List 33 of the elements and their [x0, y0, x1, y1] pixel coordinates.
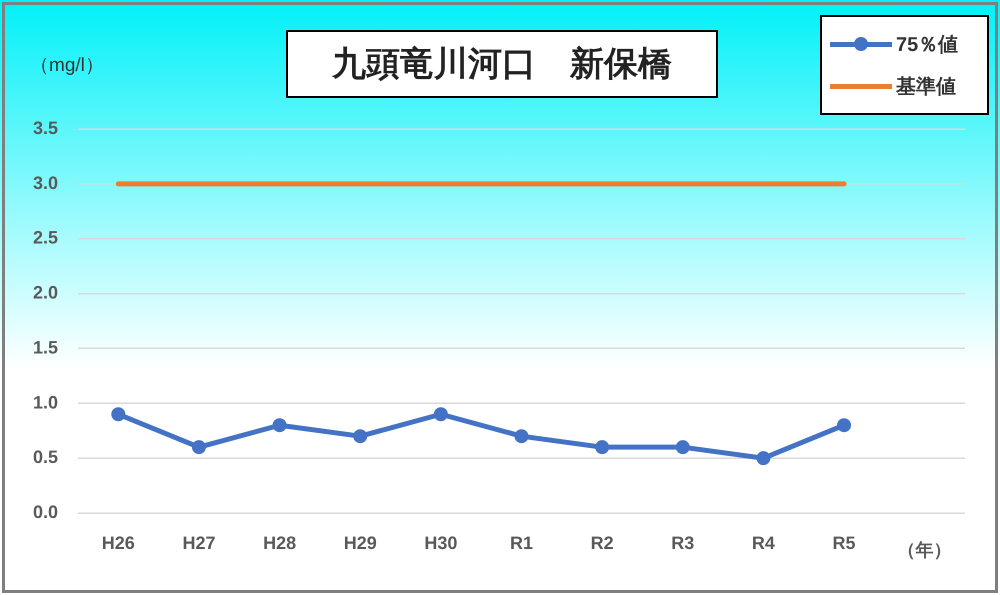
point — [192, 440, 206, 454]
point — [272, 418, 287, 432]
point — [676, 440, 690, 454]
y-tick-label: 3.0 — [32, 172, 58, 193]
y-tick-label: 3.5 — [32, 118, 58, 138]
x-tick-label: H30 — [424, 532, 458, 553]
point — [353, 429, 368, 444]
point — [514, 429, 528, 444]
point — [756, 451, 770, 466]
x-tick-label: H26 — [102, 532, 135, 553]
x-tick-label: R4 — [752, 532, 775, 553]
y-tick-label: 0.5 — [32, 447, 58, 468]
x-tick-label: R3 — [671, 532, 694, 553]
x-tick-label: H29 — [344, 532, 377, 553]
chart-title: 九頭竜川河口 新保橋 — [286, 30, 718, 98]
x-tick-label: R5 — [832, 532, 856, 553]
y-axis-title: （mg/l） — [30, 54, 104, 78]
x-axis-title: （年） — [898, 540, 952, 560]
point — [595, 440, 610, 454]
y-tick-label: 2.5 — [32, 228, 58, 248]
point — [111, 407, 126, 422]
point — [434, 407, 448, 422]
x-tick-label: R2 — [590, 532, 614, 553]
y-tick-label: 0.0 — [32, 502, 58, 522]
legend-label: 75％値 — [896, 32, 958, 58]
legend-label: 基準値 — [896, 74, 956, 100]
x-tick-label: R1 — [510, 532, 534, 553]
y-tick-label: 1.0 — [32, 392, 58, 412]
x-tick-label: H27 — [182, 532, 216, 553]
x-tick-label: H28 — [263, 532, 296, 553]
y-tick-label: 2.0 — [32, 282, 58, 303]
y-tick-label: 1.5 — [32, 337, 58, 358]
point — [837, 418, 852, 432]
